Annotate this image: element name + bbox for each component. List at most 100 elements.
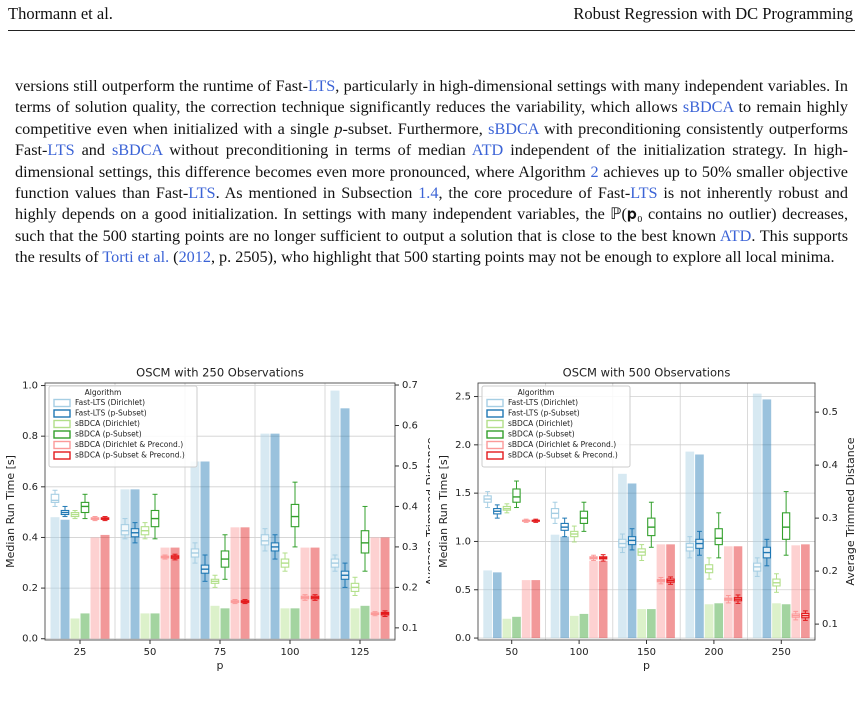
- text-run: , p. 2505), who highlight that 500 start…: [210, 248, 835, 267]
- box: [781, 512, 791, 540]
- legend-swatch: [53, 451, 71, 460]
- reference-link[interactable]: sBDCA: [488, 119, 539, 138]
- runtime-bar: [733, 546, 743, 639]
- reference-link[interactable]: LTS: [47, 141, 75, 160]
- reference-link[interactable]: ATD: [719, 226, 752, 245]
- box: [360, 530, 370, 554]
- legend-swatch: [486, 398, 504, 408]
- box: [80, 501, 90, 514]
- y2-axis-label: Average Trimmed Distance: [844, 437, 857, 585]
- reference-link[interactable]: LTS: [188, 184, 216, 203]
- runtime-bar: [656, 544, 666, 639]
- runtime-bar: [589, 560, 598, 639]
- text-run: p: [334, 119, 343, 138]
- legend-label: sBDCA (p-Subset): [75, 430, 142, 439]
- box: [260, 534, 270, 546]
- y-tick-label: 0.0: [455, 633, 471, 644]
- runtime-bar: [762, 399, 772, 639]
- y2-tick-label: 0.3: [402, 542, 418, 553]
- reference-link[interactable]: sBDCA: [682, 98, 734, 117]
- text-run: is not inherently robust and highly depe…: [15, 184, 848, 245]
- x-tick-label: 100: [280, 647, 299, 658]
- plot-frame: [477, 382, 816, 641]
- text-run: , particularly in high-dimensional setti…: [15, 77, 848, 117]
- legend-swatch: [53, 419, 71, 429]
- runtime-bar: [120, 489, 130, 639]
- reference-link[interactable]: ATD: [471, 141, 504, 160]
- runtime-bar: [791, 545, 801, 639]
- box: [512, 488, 521, 503]
- x-tick-label: 25: [74, 647, 87, 658]
- legend-swatch: [53, 409, 71, 418]
- header-rule: [8, 30, 855, 31]
- chart: 0.0 0.5 1.0 1.5 2.0 2.5 0.1 0.2 0.3 0.4 0.5 50 100 15…: [437, 366, 857, 673]
- x-tick-label: 50: [144, 647, 157, 658]
- y2-axis-label: Average Trimmed Distance: [424, 437, 430, 585]
- legend-swatch: [53, 398, 71, 408]
- runtime-bar: [310, 547, 320, 639]
- runtime-bar: [340, 408, 350, 639]
- x-tick-label: 200: [704, 647, 723, 658]
- legend-label: sBDCA (p-Subset & Precond.): [508, 451, 618, 460]
- runtime-bar: [637, 609, 647, 639]
- runtime-bar: [550, 534, 560, 639]
- box: [714, 528, 723, 546]
- runtime-bar: [220, 608, 230, 639]
- runtime-bar: [752, 393, 762, 639]
- reference-link[interactable]: 2012: [178, 248, 211, 267]
- text-run: (: [169, 248, 179, 267]
- runtime-bar: [160, 547, 170, 639]
- reference-link[interactable]: sBDCA: [111, 141, 163, 160]
- runtime-bar: [579, 613, 589, 639]
- runtime-bar: [772, 603, 781, 639]
- text-run: , the core procedure of Fast-: [438, 184, 631, 203]
- y-tick-label: 2.0: [455, 440, 471, 451]
- runtime-bar: [502, 618, 512, 639]
- y2-tick-label: 0.7: [402, 380, 418, 391]
- runtime-bar: [569, 615, 579, 639]
- y2-tick-label: 0.2: [822, 566, 838, 577]
- y-tick-label: 1.0: [22, 381, 38, 392]
- runtime-bar: [290, 608, 300, 639]
- runtime-bar: [140, 613, 150, 639]
- text-run: and: [74, 141, 112, 160]
- text-run: without preconditioning in terms of medi…: [162, 141, 472, 160]
- text-run: independent of the initialization strate…: [15, 141, 848, 181]
- legend-label: Fast-LTS (Dirichlet): [508, 398, 578, 407]
- runtime-bar: [100, 534, 110, 639]
- chart: 0.0 0.2 0.4 0.6 0.8 1.0 0.1 0.2 0.3 0.4 0.5 0.6 0.7 2…: [4, 366, 430, 673]
- runtime-bar: [666, 544, 675, 639]
- y-tick-label: 0.8: [22, 431, 38, 442]
- y-tick-label: 1.5: [455, 488, 471, 499]
- legend-title: Algorithm: [85, 388, 122, 397]
- reference-link[interactable]: LTS: [307, 77, 336, 95]
- legend-swatch: [53, 430, 71, 439]
- runtime-bar: [531, 580, 541, 639]
- legend-swatch: [486, 440, 504, 450]
- box: [50, 493, 60, 503]
- legend-label: Fast-LTS (Dirichlet): [75, 398, 145, 407]
- y2-tick-label: 0.2: [402, 582, 418, 593]
- runtime-bar: [380, 537, 390, 639]
- reference-link[interactable]: Torti et al.: [102, 248, 170, 267]
- runtime-bar: [627, 483, 637, 639]
- runtime-bar: [330, 390, 340, 639]
- legend-label: Fast-LTS (p-Subset): [508, 409, 580, 418]
- x-tick-label: 100: [570, 647, 589, 658]
- legend-swatch: [486, 451, 504, 460]
- runtime-bar: [240, 527, 250, 639]
- running-head-left: Thormann et al.: [8, 4, 113, 23]
- runtime-bar: [150, 613, 160, 639]
- reference-link[interactable]: 1.4: [418, 184, 439, 203]
- reference-link[interactable]: LTS: [630, 184, 658, 203]
- running-head-right: Robust Regression with DC Programming: [573, 4, 853, 23]
- text-run: with preconditioning consistently outper…: [15, 119, 848, 160]
- reference-link[interactable]: 2: [590, 162, 599, 181]
- y-axis-label: Median Run Time [s]: [437, 455, 450, 568]
- y-tick-label: 0.0: [22, 634, 38, 645]
- y-axis-label: Median Run Time [s]: [4, 455, 17, 568]
- legend-label: sBDCA (Dirichlet): [75, 419, 140, 428]
- runtime-bar: [170, 547, 180, 639]
- text-run: . As mentioned in Subsection: [215, 184, 419, 203]
- body-paragraph: versions still outperform the runtime of…: [15, 76, 848, 269]
